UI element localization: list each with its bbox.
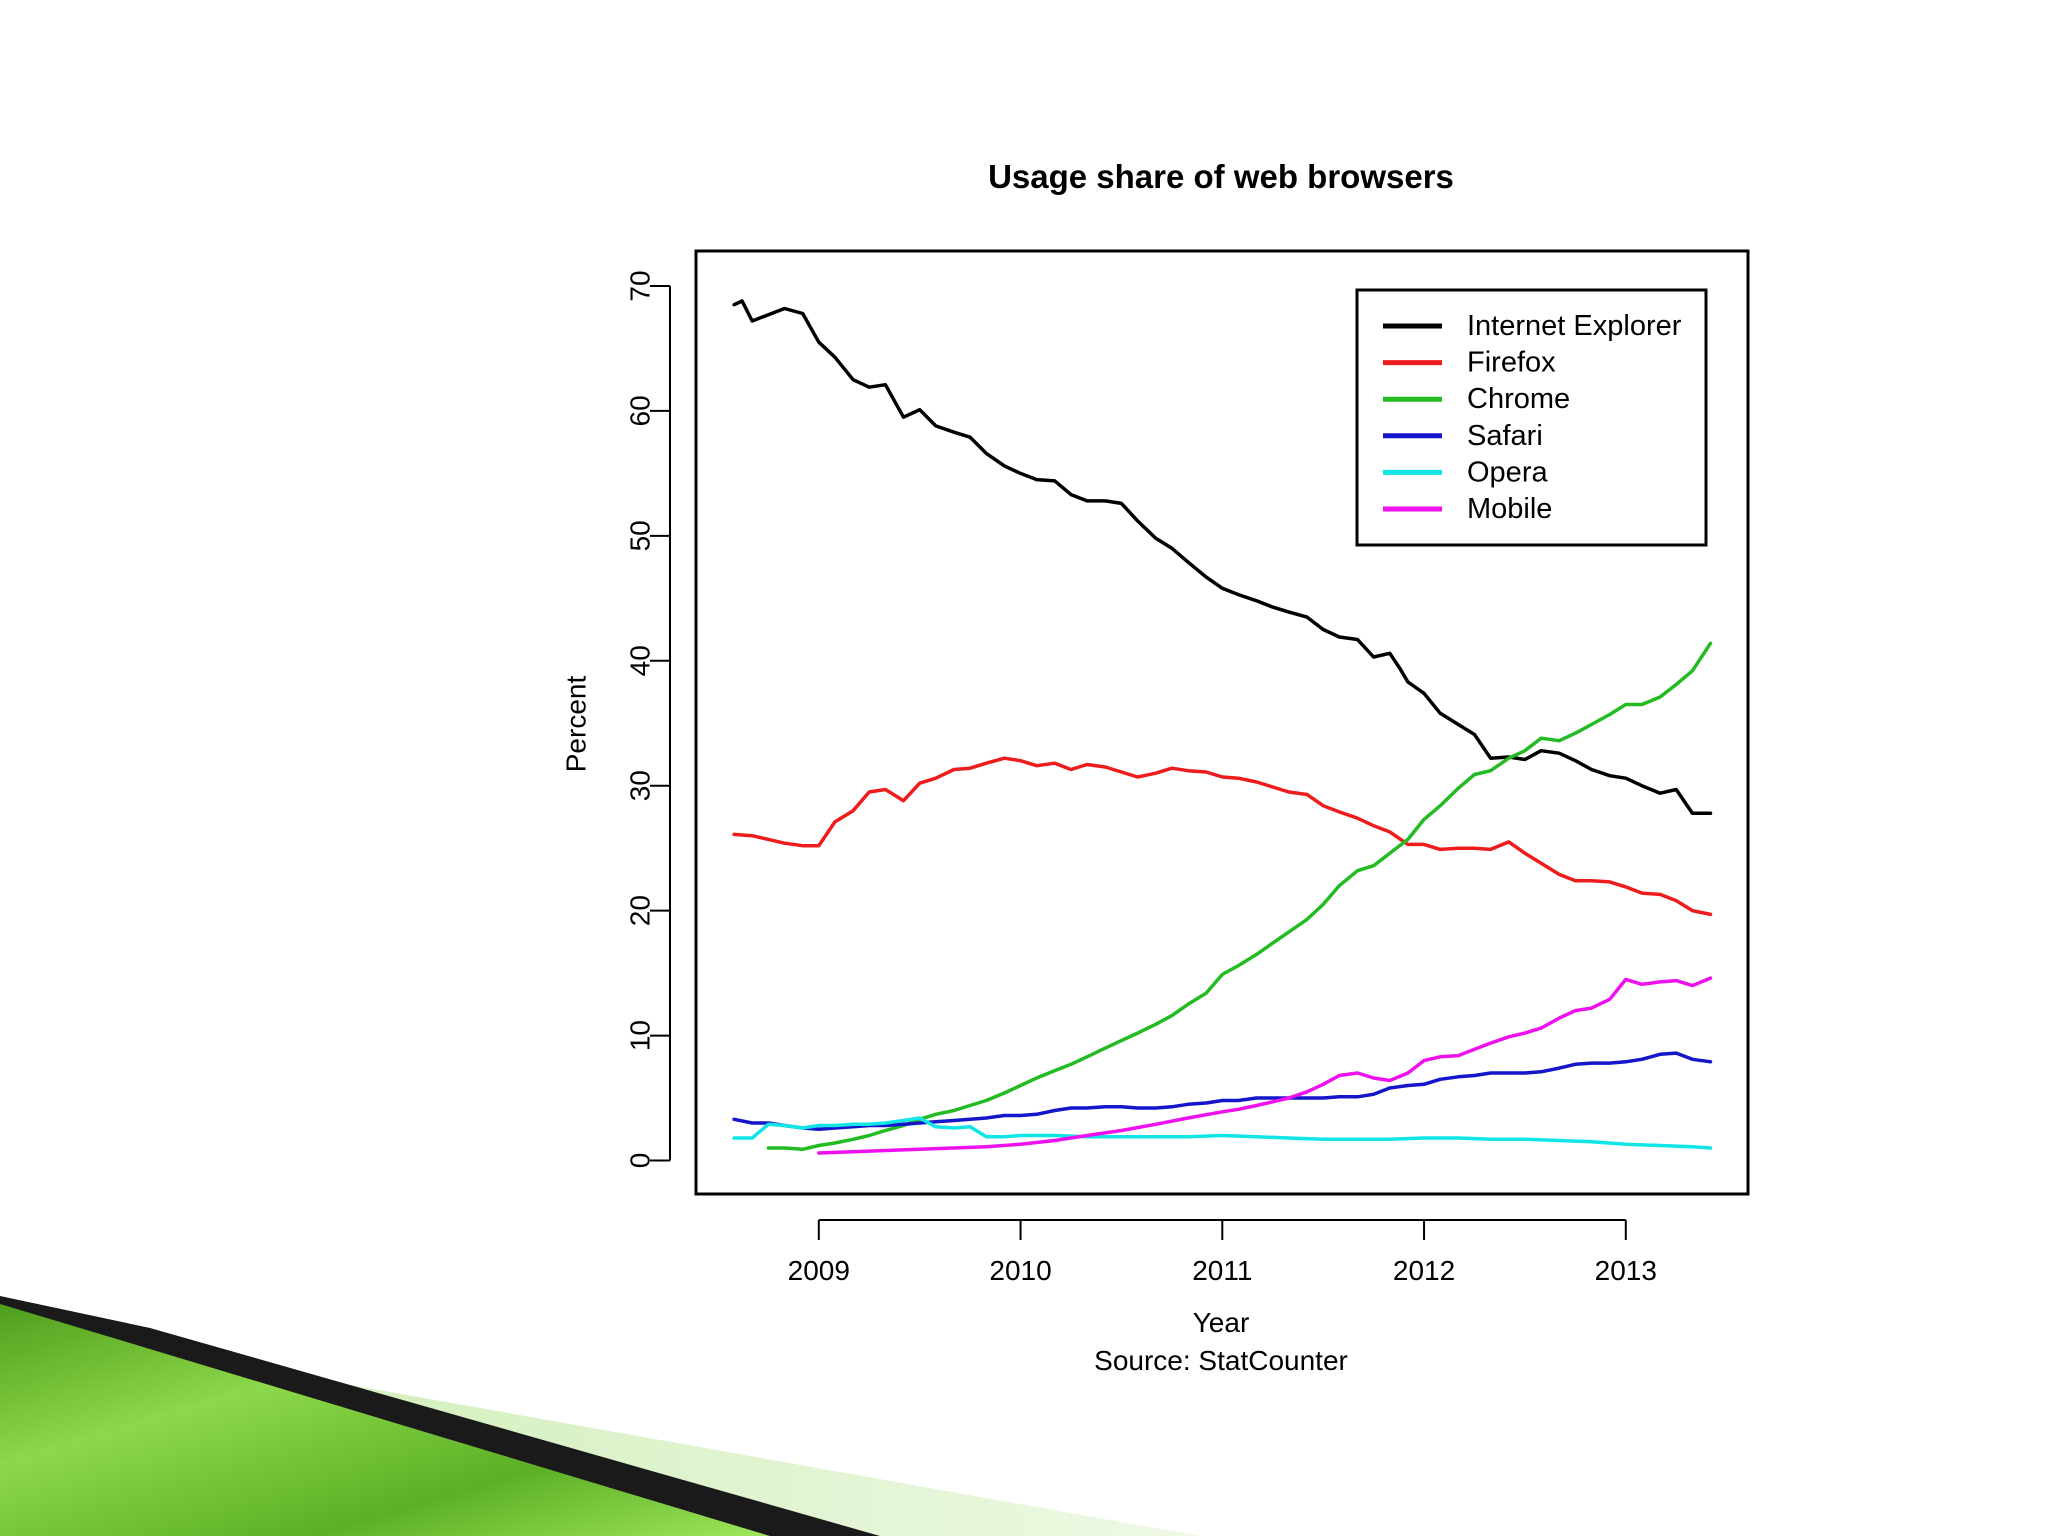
legend-label-internet-explorer: Internet Explorer [1467, 310, 1682, 342]
legend-label-firefox: Firefox [1467, 347, 1556, 379]
x-axis-source-label: Source: StatCounter [1094, 1345, 1348, 1376]
series-line-chrome [766, 641, 1713, 1152]
legend-label-opera: Opera [1467, 456, 1548, 488]
y-tick-label: 50 [625, 520, 656, 551]
x-ticks: 2009 2010 2011 2012 2013 [788, 1220, 1657, 1286]
x-tick-label: 2009 [788, 1255, 850, 1286]
y-tick-label: 10 [625, 1020, 656, 1051]
y-tick-label: 60 [625, 395, 656, 426]
decorative-swoosh [0, 1296, 1200, 1536]
chart-title: Usage share of web browsers [988, 158, 1454, 195]
y-tick-label: 70 [625, 270, 656, 301]
legend-box [1355, 288, 1708, 547]
x-tick-label: 2010 [989, 1255, 1051, 1286]
legend-label-mobile: Mobile [1467, 493, 1552, 525]
legend: Internet Explorer Firefox Chrome Safari Oper… [1355, 288, 1708, 547]
x-tick-label: 2012 [1393, 1255, 1455, 1286]
x-axis-label: Year [1193, 1307, 1250, 1338]
x-tick-label: 2011 [1192, 1255, 1252, 1286]
legend-label-chrome: Chrome [1467, 383, 1570, 415]
series-lines [732, 299, 1713, 1155]
y-tick-label: 0 [625, 1153, 656, 1169]
y-ticks: 0 10 20 30 40 50 60 70 [625, 270, 670, 1169]
series-line-internet-explorer [732, 299, 1713, 815]
y-tick-label: 30 [625, 770, 656, 801]
plot-frame [694, 249, 1750, 1196]
series-line-mobile [817, 976, 1713, 1155]
x-tick-label: 2013 [1595, 1255, 1657, 1286]
y-tick-label: 40 [625, 645, 656, 676]
y-axis-label: Percent [561, 676, 592, 773]
legend-label-safari: Safari [1467, 420, 1543, 452]
series-line-safari [732, 1051, 1713, 1132]
series-line-firefox [732, 756, 1713, 917]
y-tick-label: 20 [625, 895, 656, 926]
